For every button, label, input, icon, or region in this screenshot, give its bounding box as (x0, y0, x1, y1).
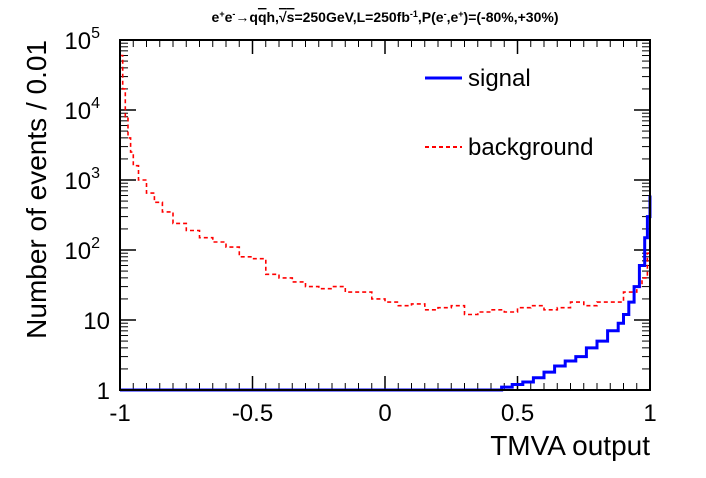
chart-title: e+e-→qqh,√s=250GeV,L=250fb-1,P(e-,e+)=(-… (212, 9, 559, 25)
plot-frame (119, 39, 651, 391)
legend: signal background (425, 65, 593, 161)
x-tick-label: 0.5 (501, 400, 534, 427)
data-series (120, 54, 652, 392)
x-tick-label: -0.5 (232, 400, 273, 427)
x-tick-label: -1 (109, 400, 130, 427)
x-tick-labels: -1 -0.5 0 0.5 1 (109, 400, 656, 427)
x-axis-label: TMVA output (490, 430, 650, 461)
y-tick-labels: 1 10 102 103 104 105 (64, 25, 110, 405)
y-axis-label: Number of events / 0.01 (21, 40, 52, 339)
y-tick-label: 105 (64, 25, 100, 55)
legend-signal-label: signal (468, 65, 531, 92)
y-tick-label: 10 (83, 308, 110, 335)
y-tick-label: 1 (97, 378, 110, 405)
legend-background-label: background (468, 134, 593, 161)
series-signal (120, 195, 652, 392)
x-tick-label: 1 (643, 400, 656, 427)
y-tick-label: 102 (64, 235, 100, 265)
axis-ticks (119, 39, 651, 391)
y-tick-label: 103 (64, 165, 100, 195)
series-background (120, 54, 651, 316)
y-tick-label: 104 (64, 95, 100, 125)
x-tick-label: 0 (378, 400, 391, 427)
